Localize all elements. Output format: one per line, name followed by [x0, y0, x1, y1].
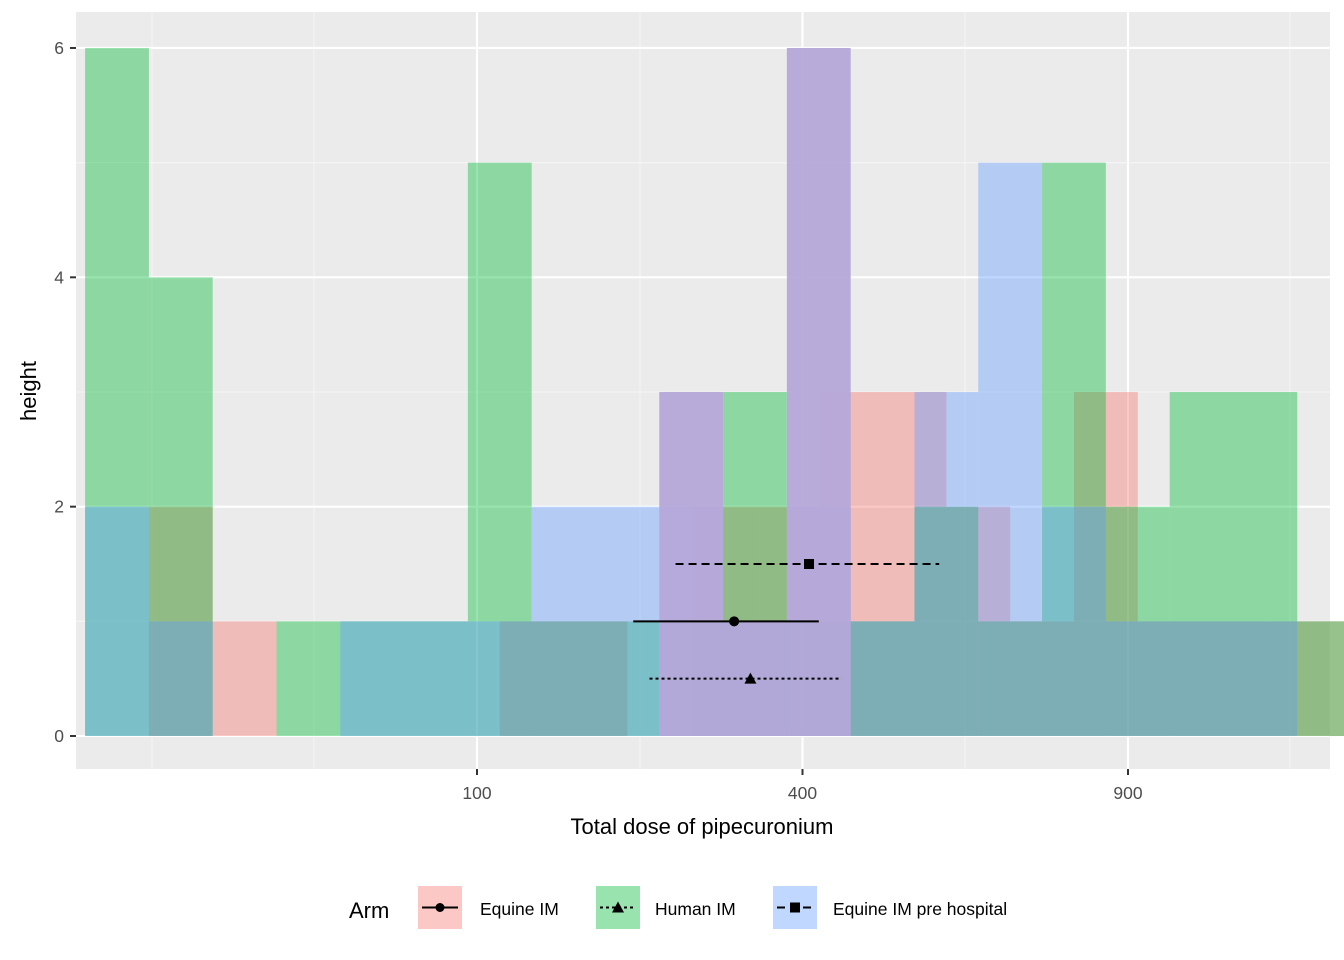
x-tick-label: 900 — [1113, 783, 1142, 803]
histogram-bar — [531, 506, 596, 736]
legend-label: Equine IM pre hospital — [833, 899, 1007, 919]
histogram-bar — [340, 621, 405, 736]
histogram-bar — [499, 621, 564, 736]
histogram-bar — [148, 277, 213, 736]
histogram-bar — [1137, 621, 1202, 736]
histogram-bar — [1105, 621, 1170, 736]
histogram-bar — [914, 506, 979, 736]
histogram-bar — [978, 162, 1043, 736]
histogram-bar — [595, 621, 660, 736]
y-tick-label: 4 — [54, 267, 64, 287]
histogram-bar — [1233, 391, 1298, 736]
x-tick-label: 400 — [788, 783, 817, 803]
mean-error-bars — [633, 558, 940, 684]
y-tick-label: 6 — [54, 38, 64, 58]
axes: 100 400 900 0 2 4 6 — [54, 38, 1143, 803]
histogram-bar — [1265, 621, 1330, 736]
histogram-bar — [212, 621, 277, 736]
mean-point — [729, 616, 740, 627]
legend-key-point — [435, 903, 445, 912]
histogram-bar — [340, 621, 405, 736]
y-axis-title: height — [16, 361, 41, 421]
histogram-bar — [850, 621, 915, 736]
histogram-bar — [85, 47, 149, 737]
histogram-bar — [786, 47, 851, 737]
histogram-bar — [404, 621, 468, 736]
histogram-bar — [148, 621, 213, 736]
legend: Arm Equine IM Human IM Equine IM pre hospi… — [349, 886, 1007, 929]
histogram-bar — [1010, 621, 1074, 736]
histogram-bar — [978, 621, 1043, 736]
histogram-bar — [1105, 506, 1170, 736]
histogram-bar — [276, 621, 341, 736]
mean-point — [744, 672, 757, 684]
histogram-bar — [1073, 391, 1138, 736]
histogram-bar — [467, 621, 532, 736]
histogram-bar — [85, 506, 149, 736]
y-tick-label: 0 — [54, 726, 64, 746]
histogram-bar — [148, 506, 213, 736]
x-tick-label: 100 — [462, 783, 491, 803]
legend-key-point — [612, 901, 624, 913]
legend-label: Human IM — [655, 899, 736, 919]
mean-point — [804, 558, 815, 569]
histogram-bar — [1169, 391, 1234, 736]
y-tick-label: 2 — [54, 497, 64, 517]
histogram-bar — [531, 621, 596, 736]
histogram-bar — [467, 162, 532, 736]
legend-label: Equine IM — [480, 899, 559, 919]
histogram-bar — [404, 621, 468, 736]
histogram-bar — [563, 621, 628, 736]
legend-key-point — [790, 902, 800, 913]
histogram-bar — [946, 506, 1011, 736]
legend-title: Arm — [349, 898, 389, 923]
histogram-bar — [1042, 506, 1106, 736]
histogram-bar — [1042, 162, 1106, 736]
histogram-bar — [1201, 621, 1266, 736]
histogram-bars — [85, 47, 1344, 737]
histogram-bar — [1329, 621, 1344, 736]
histogram-bar — [1169, 621, 1234, 736]
x-axis-title: Total dose of pipecuronium — [571, 814, 834, 839]
histogram-bar — [1297, 621, 1344, 736]
histogram-bar — [850, 621, 915, 736]
histogram-bar — [1233, 621, 1298, 736]
